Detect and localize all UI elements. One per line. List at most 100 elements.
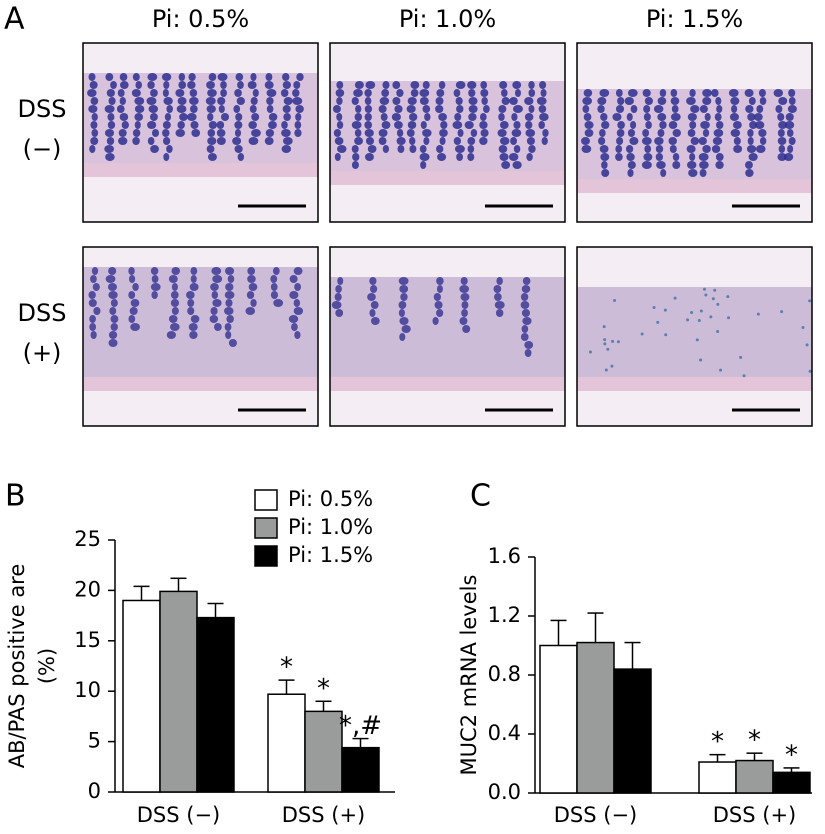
goblet-cell xyxy=(419,89,430,97)
goblet-cell xyxy=(163,97,173,105)
goblet-cell xyxy=(754,113,763,121)
goblet-cell xyxy=(461,301,469,309)
cell-dot xyxy=(703,287,707,291)
goblet-cell xyxy=(132,137,140,145)
goblet-cell xyxy=(453,89,461,97)
goblet-cell xyxy=(355,105,362,113)
goblet-cell xyxy=(730,97,740,105)
goblet-cell xyxy=(778,97,788,105)
goblet-cell xyxy=(134,113,144,121)
y-tick-label: 1.6 xyxy=(488,544,521,568)
goblet-cell xyxy=(435,105,444,113)
goblet-cell xyxy=(616,137,624,145)
goblet-cell xyxy=(654,137,664,145)
goblet-cell xyxy=(249,105,257,113)
goblet-cell xyxy=(468,113,477,121)
goblet-cell xyxy=(109,307,117,315)
cell-dot xyxy=(704,293,708,297)
submucosa xyxy=(83,163,318,177)
goblet-cell xyxy=(436,277,444,285)
goblet-cell xyxy=(364,121,373,129)
goblet-cell xyxy=(702,145,711,153)
goblet-cell xyxy=(702,97,712,105)
goblet-cell xyxy=(190,275,197,283)
goblet-cell xyxy=(226,315,234,323)
goblet-cell xyxy=(234,129,242,137)
bar xyxy=(698,761,737,794)
goblet-cell xyxy=(166,105,173,113)
goblet-cell xyxy=(732,121,742,129)
goblet-cell xyxy=(128,275,136,283)
goblet-cell xyxy=(179,113,188,121)
goblet-cell xyxy=(283,113,291,121)
goblet-cell xyxy=(291,323,298,331)
goblet-cell xyxy=(730,129,741,137)
goblet-cell xyxy=(420,121,427,129)
goblet-cell xyxy=(788,89,796,97)
goblet-cell xyxy=(131,89,141,97)
cell-dot xyxy=(699,309,703,313)
goblet-cell xyxy=(512,161,522,169)
goblet-cell xyxy=(480,129,489,137)
goblet-cell xyxy=(247,275,256,283)
goblet-cell xyxy=(582,97,593,105)
cell-dot xyxy=(699,358,703,362)
goblet-cell xyxy=(106,137,115,145)
goblet-cell xyxy=(468,89,476,97)
goblet-cell xyxy=(584,121,594,129)
goblet-cell xyxy=(617,121,625,129)
goblet-cell xyxy=(211,291,219,299)
goblet-cell xyxy=(584,129,594,137)
goblet-cell xyxy=(479,121,488,129)
goblet-cell xyxy=(464,121,474,129)
goblet-cell xyxy=(351,121,362,129)
goblet-cell xyxy=(266,105,274,113)
goblet-cell xyxy=(134,121,141,129)
goblet-cell xyxy=(409,137,416,145)
goblet-cell xyxy=(90,97,99,105)
goblet-cell xyxy=(150,145,159,153)
goblet-cell xyxy=(747,129,754,137)
goblet-cell xyxy=(248,121,257,129)
goblet-cell xyxy=(494,301,505,309)
goblet-cell xyxy=(335,285,342,293)
column-header: Pi: 1.5% xyxy=(646,5,743,33)
goblet-cell xyxy=(89,81,98,89)
goblet-cell xyxy=(538,121,545,129)
goblet-cell xyxy=(335,89,345,97)
goblet-cell xyxy=(236,97,245,105)
cell-dot xyxy=(709,315,713,319)
goblet-cell xyxy=(281,121,288,129)
goblet-cell xyxy=(408,113,418,121)
goblet-cell xyxy=(337,277,344,285)
goblet-cell xyxy=(151,129,160,137)
cell-dot xyxy=(610,364,614,368)
goblet-cell xyxy=(627,161,636,169)
goblet-cell xyxy=(462,325,471,333)
micrograph-border xyxy=(576,42,813,223)
goblet-cell xyxy=(686,97,696,105)
bar xyxy=(196,616,235,793)
micrograph-border xyxy=(82,246,319,427)
goblet-cell xyxy=(88,299,97,307)
y-tick-label: 15 xyxy=(74,628,101,652)
x-tick-label: DSS (−) xyxy=(554,803,638,827)
goblet-cell xyxy=(626,113,633,121)
goblet-cell xyxy=(166,331,176,339)
goblet-cell xyxy=(439,137,446,145)
goblet-cell xyxy=(624,97,634,105)
goblet-cell xyxy=(170,291,179,299)
bar xyxy=(304,710,343,793)
goblet-cell xyxy=(510,137,517,145)
goblet-cell xyxy=(107,283,118,291)
bar xyxy=(735,759,774,794)
goblet-cell xyxy=(716,105,723,113)
goblet-cell xyxy=(539,113,549,121)
goblet-cell xyxy=(210,307,218,315)
goblet-cell xyxy=(251,113,260,121)
bar xyxy=(772,771,811,794)
goblet-cell xyxy=(778,145,786,153)
goblet-cell xyxy=(496,277,503,285)
goblet-cell xyxy=(91,113,98,121)
